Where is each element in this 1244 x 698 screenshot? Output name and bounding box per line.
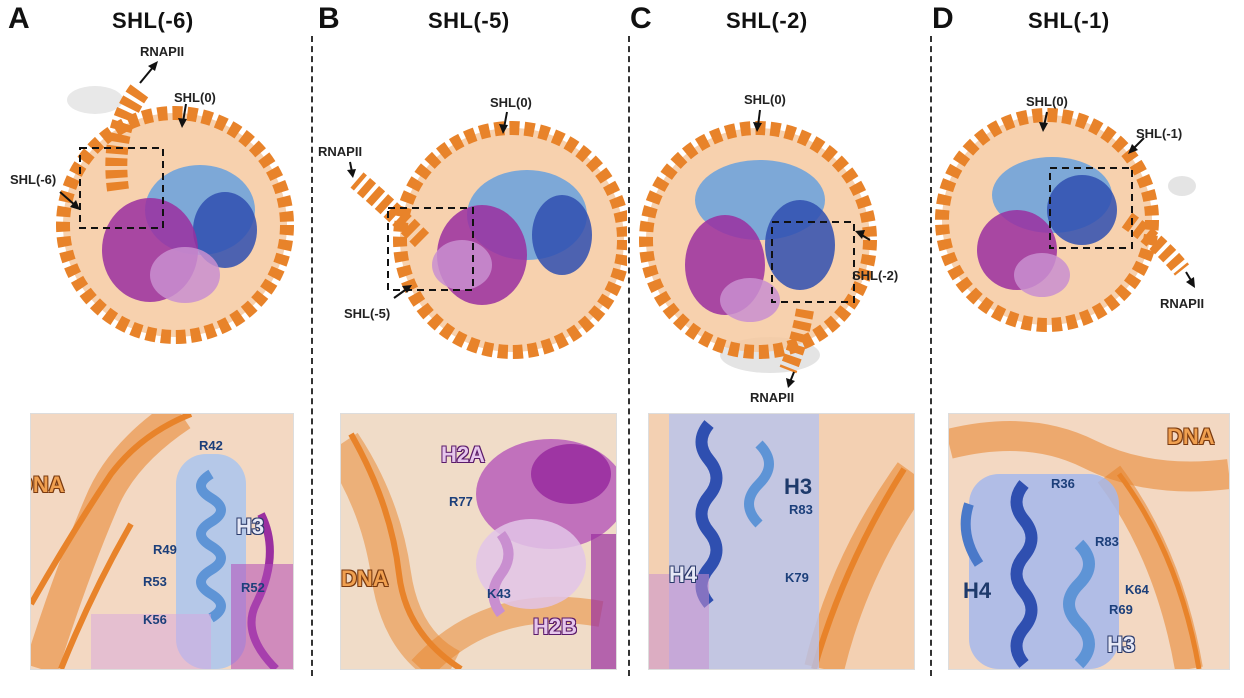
label-shl-2: SHL(-2) — [852, 268, 899, 283]
label-shl-1: SHL(-1) — [1136, 126, 1183, 141]
panel-d: D SHL(-1) SHL(0) SHL(-1) RNAPII DNA — [932, 0, 1244, 698]
zoom-label-h4: H4 — [669, 562, 698, 587]
label-shl-5: SHL(-5) — [344, 306, 391, 321]
panel-divider-cd — [930, 36, 932, 676]
panel-title: SHL(-1) — [1028, 8, 1110, 33]
residue-label: K56 — [143, 612, 167, 627]
label-shl-6: SHL(-6) — [10, 172, 57, 187]
label-shl0: SHL(0) — [1026, 94, 1068, 109]
zoom-panel-b: H2A DNA H2B R77 K43 — [340, 413, 617, 670]
panel-divider-ab — [311, 36, 313, 676]
zoom-label-h3: H3 — [236, 514, 265, 539]
panel-c: C SHL(-2) SHL(0) SHL(-2) RNAPII H3 H4 — [630, 0, 928, 698]
zoom-label-h3: H3 — [784, 474, 813, 499]
residue-label: R52 — [241, 580, 265, 595]
zoom-structure — [31, 414, 293, 669]
label-shl0: SHL(0) — [174, 90, 216, 105]
residue-label: R53 — [143, 574, 167, 589]
label-rnapii: RNAPII — [318, 144, 363, 159]
label-shl0: SHL(0) — [744, 92, 786, 107]
residue-label: R83 — [1095, 534, 1119, 549]
zoom-structure — [949, 414, 1229, 669]
nucleosome-structure — [935, 108, 1196, 332]
nucleosome-structure — [56, 61, 294, 344]
zoom-label-dna: DNA — [31, 472, 65, 497]
residue-label: K43 — [487, 586, 511, 601]
zoom-label-dna: DNA — [1167, 424, 1215, 449]
label-rnapii: RNAPII — [750, 390, 795, 405]
residue-label: R83 — [789, 502, 813, 517]
zoom-label-h4: H4 — [963, 578, 992, 603]
label-rnapii: RNAPII — [140, 44, 185, 59]
panel-title: SHL(-5) — [428, 8, 510, 33]
residue-label: K79 — [785, 570, 809, 585]
label-shl0: SHL(0) — [490, 95, 532, 110]
residue-label: R42 — [199, 438, 223, 453]
nucleosome-structure — [639, 109, 877, 388]
label-rnapii: RNAPII — [1160, 296, 1205, 311]
zoom-panel-d: DNA H4 H3 R36 R83 K64 R69 — [948, 413, 1230, 670]
panel-letter: D — [932, 2, 954, 35]
residue-label: K64 — [1125, 582, 1149, 597]
residue-label: R69 — [1109, 602, 1133, 617]
panel-letter: A — [8, 2, 30, 35]
zoom-structure — [649, 414, 914, 669]
zoom-label-h2b: H2B — [533, 614, 578, 639]
residue-label: R36 — [1051, 476, 1075, 491]
residue-label: R77 — [449, 494, 473, 509]
panel-divider-bc — [628, 36, 630, 676]
panel-a: A SHL(-6) RNAPII SHL(0) SHL(-6) — [0, 0, 310, 698]
panel-title: SHL(-2) — [726, 8, 808, 33]
zoom-label-h3: H3 — [1107, 632, 1136, 657]
zoom-label-dna: DNA — [341, 566, 389, 591]
zoom-panel-c: H3 H4 R83 K79 — [648, 413, 915, 670]
panel-title: SHL(-6) — [112, 8, 194, 33]
panel-b: B SHL(-5) SHL(0) RNAPII SHL(-5) H2 — [312, 0, 627, 698]
zoom-label-h2a: H2A — [441, 442, 486, 467]
panel-letter: C — [630, 2, 652, 35]
residue-label: R49 — [153, 542, 177, 557]
nucleosome-structure — [347, 111, 627, 359]
panel-letter: B — [318, 2, 340, 35]
zoom-structure — [341, 414, 616, 669]
zoom-panel-a: DNA H3 R42 R49 R53 R52 K56 — [30, 413, 294, 670]
